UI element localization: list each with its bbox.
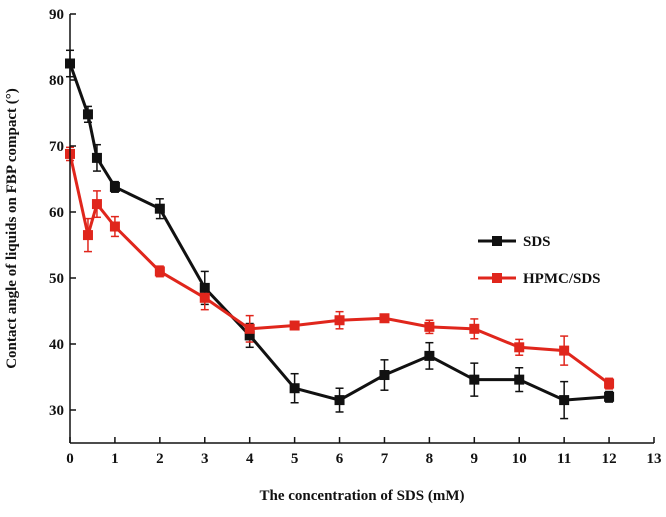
y-tick-label: 70 (49, 139, 64, 155)
y-tick-label: 60 (49, 205, 64, 221)
y-tick-label: 30 (49, 403, 64, 419)
axes (69, 14, 654, 444)
x-tick-label: 2 (156, 451, 164, 467)
data-point-sds (424, 350, 435, 361)
data-point-hpmc-sds (109, 221, 120, 232)
x-tick-label: 4 (246, 451, 254, 467)
data-point-hpmc-sds (154, 266, 165, 277)
data-point-sds (289, 383, 300, 394)
series-lines (68, 62, 610, 402)
data-point-hpmc-sds (559, 345, 570, 356)
x-tick-label: 7 (381, 451, 389, 467)
x-tick-label: 0 (66, 451, 74, 467)
data-point-sds (469, 374, 480, 385)
x-tick-label: 9 (471, 451, 479, 467)
x-tick-label: 1 (111, 451, 119, 467)
x-tick-label: 8 (426, 451, 434, 467)
legend: SDS HPMC/SDS (478, 234, 601, 287)
y-tick-label: 80 (49, 73, 64, 89)
data-point-hpmc-sds (514, 342, 525, 353)
x-tick-label: 13 (647, 451, 662, 467)
data-point-sds (604, 391, 615, 402)
data-point-sds (514, 374, 525, 385)
y-tick-label: 40 (49, 337, 64, 353)
x-tick-label: 5 (291, 451, 299, 467)
legend-label: HPMC/SDS (523, 271, 601, 287)
x-tick-label: 3 (201, 451, 209, 467)
data-point-hpmc-sds (424, 321, 435, 332)
data-point-hpmc-sds (82, 230, 93, 241)
legend-label: SDS (523, 234, 551, 250)
legend-marker (492, 236, 502, 246)
data-point-hpmc-sds (469, 323, 480, 334)
legend-item-sds: SDS (478, 234, 551, 250)
legend-item-hpmc-sds: HPMC/SDS (478, 271, 601, 287)
data-point-sds (109, 181, 120, 192)
series-line-hpmc-sds (68, 153, 610, 385)
series-line-sds (68, 62, 610, 402)
data-point-hpmc-sds (199, 292, 210, 303)
legend-marker (492, 273, 502, 283)
data-point-sds (154, 203, 165, 214)
x-tick-label: 11 (557, 451, 571, 467)
y-tick-label: 90 (49, 7, 64, 23)
data-point-sds (82, 109, 93, 120)
x-tick-label: 12 (602, 451, 617, 467)
data-point-hpmc-sds (244, 323, 255, 334)
data-point-hpmc-sds (334, 315, 345, 326)
data-point-hpmc-sds (91, 199, 102, 210)
x-tick-label: 6 (336, 451, 344, 467)
data-point-sds (244, 330, 255, 341)
data-point-sds (379, 370, 390, 381)
data-point-hpmc-sds (289, 320, 300, 331)
y-tick-label: 50 (49, 271, 64, 287)
data-point-sds (559, 395, 570, 406)
data-point-hpmc-sds (379, 313, 390, 324)
x-axis-label: The concentration of SDS (mM) (260, 488, 465, 504)
y-axis-label: Contact angle of liquids on FBP compact … (4, 88, 20, 369)
data-point-sds (91, 152, 102, 163)
x-tick-label: 10 (512, 451, 527, 467)
data-point-sds (334, 395, 345, 406)
data-point-hpmc-sds (604, 378, 615, 389)
series-markers (65, 58, 615, 406)
data-point-sds (199, 282, 210, 293)
